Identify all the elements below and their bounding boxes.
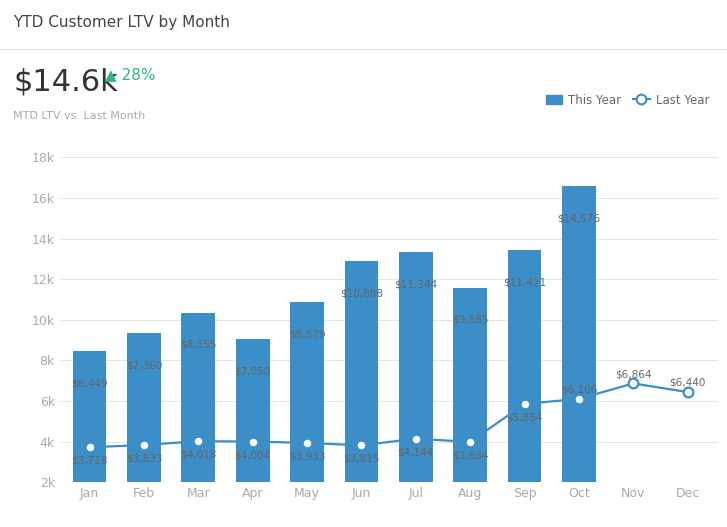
Text: $14,576: $14,576: [558, 213, 601, 223]
Bar: [127, 333, 161, 482]
Text: $7,360: $7,360: [126, 360, 162, 370]
Text: $14.6k: $14.6k: [13, 67, 118, 96]
Text: $4,018: $4,018: [180, 450, 217, 460]
Text: $6,440: $6,440: [670, 378, 706, 388]
Bar: [454, 288, 487, 482]
Text: $3,933: $3,933: [289, 452, 325, 462]
Bar: [399, 252, 433, 482]
Text: $7,050: $7,050: [235, 366, 270, 376]
Text: $11,344: $11,344: [394, 279, 438, 289]
Text: $6,864: $6,864: [615, 369, 651, 379]
Text: $8,355: $8,355: [180, 340, 217, 350]
Text: $9,585: $9,585: [452, 315, 489, 325]
Bar: [290, 302, 324, 482]
Text: $3,718: $3,718: [71, 456, 108, 466]
Text: $3,815: $3,815: [343, 454, 379, 464]
Legend: This Year, Last Year: This Year, Last Year: [541, 89, 714, 111]
Bar: [345, 261, 378, 482]
Text: ▲ 28%: ▲ 28%: [105, 67, 156, 82]
Bar: [507, 250, 542, 482]
Text: $5,854: $5,854: [506, 413, 543, 423]
Bar: [73, 352, 106, 482]
Text: MTD LTV vs. Last Month: MTD LTV vs. Last Month: [13, 111, 145, 121]
Text: $8,879: $8,879: [289, 329, 325, 339]
Text: $11,421: $11,421: [503, 278, 546, 288]
Bar: [182, 313, 215, 482]
Text: $3,833: $3,833: [126, 454, 162, 464]
Bar: [562, 186, 595, 482]
Text: YTD Customer LTV by Month: YTD Customer LTV by Month: [13, 15, 230, 30]
Text: $6,449: $6,449: [71, 378, 108, 388]
Text: $4,144: $4,144: [398, 447, 434, 457]
Text: $3,984: $3,984: [452, 451, 489, 461]
Text: $6,106: $6,106: [561, 385, 597, 395]
Bar: [236, 339, 270, 482]
Text: $10,888: $10,888: [340, 288, 383, 298]
Text: $4,004: $4,004: [235, 450, 270, 460]
